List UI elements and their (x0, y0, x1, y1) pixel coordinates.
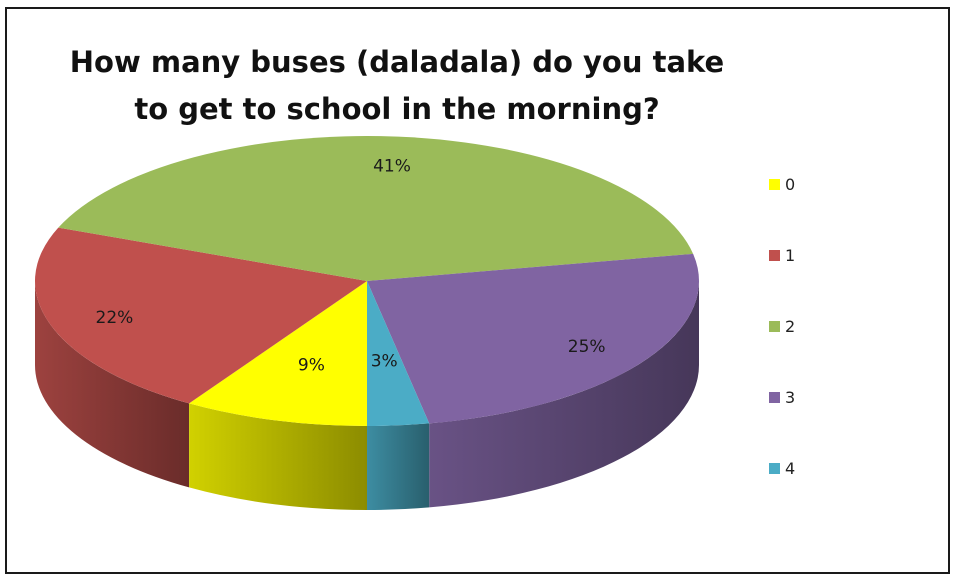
pie-side-walls (35, 281, 699, 510)
pie-side-0 (189, 403, 367, 510)
chart-frame: How many buses (daladala) do you take to… (5, 7, 950, 574)
pie-slice-3 (367, 253, 699, 424)
legend-label: 1 (785, 245, 796, 265)
legend-swatch (769, 462, 780, 474)
chart-title: How many buses (daladala) do you take to… (69, 45, 725, 126)
legend-swatch (769, 391, 780, 403)
legend-swatch (769, 320, 780, 332)
legend-label: 0 (785, 174, 796, 194)
data-label-1: 22% (96, 308, 134, 328)
legend-label: 2 (785, 316, 796, 336)
data-label-0: 9% (298, 356, 325, 376)
legend-label: 3 (785, 387, 796, 407)
data-label-3: 25% (568, 337, 606, 357)
pie-side-4 (367, 423, 430, 510)
pie-top (34, 135, 699, 426)
legend-item-1: 1 (769, 245, 795, 265)
legend-label: 4 (785, 458, 796, 478)
pie-slice-2 (58, 135, 694, 281)
legend-swatch (769, 249, 780, 261)
pie-chart: 9% 22% 41% 25% 3% (34, 135, 699, 510)
legend-swatch (769, 178, 780, 190)
pie-slice-0 (189, 281, 367, 426)
pie-slice-1 (34, 227, 367, 404)
pie-side-1 (35, 281, 190, 488)
legend-item-3: 3 (769, 387, 795, 407)
pie-side-3 (429, 281, 699, 508)
data-label-2: 41% (373, 157, 411, 177)
pie-data-labels: 9% 22% 41% 25% 3% (96, 157, 606, 376)
legend-item-0: 0 (769, 174, 795, 194)
legend-item-2: 2 (769, 316, 795, 336)
pie-slice-4 (367, 281, 430, 426)
legend-item-4: 4 (769, 458, 795, 478)
data-label-4: 3% (371, 351, 398, 371)
